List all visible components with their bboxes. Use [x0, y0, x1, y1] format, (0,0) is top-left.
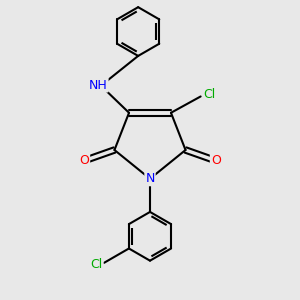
Text: O: O	[79, 154, 89, 167]
Text: N: N	[145, 172, 155, 185]
Text: Cl: Cl	[203, 88, 215, 101]
Text: O: O	[211, 154, 221, 167]
Text: Cl: Cl	[90, 258, 103, 271]
Text: NH: NH	[89, 79, 108, 92]
